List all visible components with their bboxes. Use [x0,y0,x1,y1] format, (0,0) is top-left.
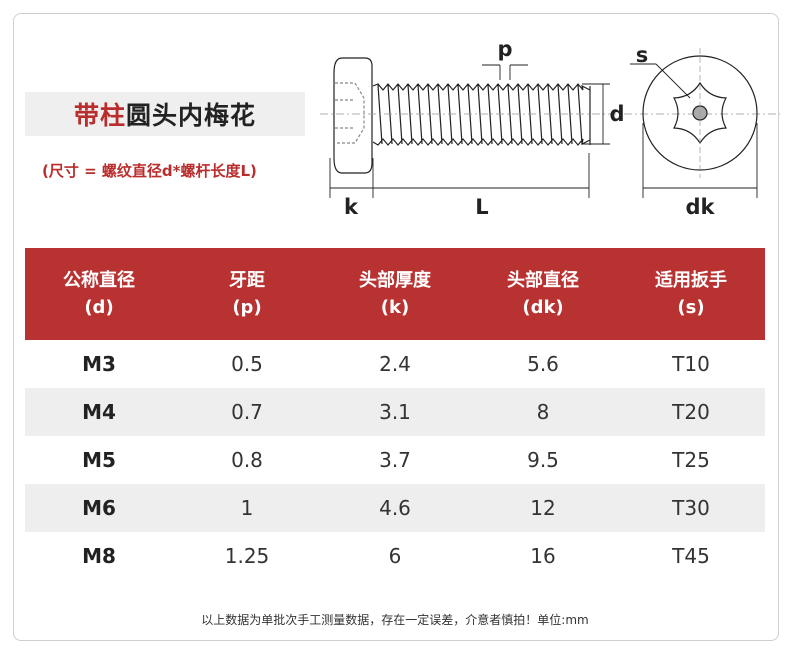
table-row: M6 1 4.6 12 T30 [25,484,765,532]
label-dk: dk [686,195,716,219]
screw-diagram: p d s k L dk [320,37,780,219]
table-cell: 0.7 [231,400,263,424]
table-row: M8 1.25 6 16 T45 [25,532,765,580]
label-p: p [497,37,512,61]
header-text: (s) [677,297,705,318]
spec-table: M3 0.5 2.4 5.6 T10 M4 0.7 3.1 8 T20 M5 0.8 3.7 9.5 T25… [25,340,765,580]
table-cell: 0.8 [231,448,263,472]
table-cell: T10 [672,352,710,376]
table-header: 公称直径 (d) 牙距 (p) 头部厚度 (k) 头部直径 (dk) 适用扳手 (s) [25,248,765,340]
header-text: 公称直径 [63,270,135,291]
table-cell: 8 [536,400,550,424]
label-k: k [344,195,359,219]
column-header: 牙距 (p) [173,248,321,340]
label-d: d [609,102,624,126]
table-cell: 2.4 [379,352,411,376]
table-cell: T25 [672,448,710,472]
table-cell: 1 [240,496,254,520]
screw-head-top-view [642,48,758,178]
header-text: (dk) [522,297,564,318]
table-row: M4 0.7 3.1 8 T20 [25,388,765,436]
header-text: 头部直径 [507,270,579,291]
column-header: 公称直径 (d) [25,248,173,340]
column-header: 适用扳手 (s) [617,248,765,340]
header-text: 头部厚度 [359,270,431,291]
table-cell: 4.6 [379,496,411,520]
label-s: s [636,43,649,67]
label-L: L [475,195,488,219]
product-title: 带柱 圆头内梅花 [25,92,305,136]
header-text: (k) [380,297,410,318]
table-cell: M8 [82,544,116,568]
table-cell: T45 [672,544,710,568]
table-row: M5 0.8 3.7 9.5 T25 [25,436,765,484]
table-cell: 3.1 [379,400,411,424]
header-text: (d) [84,297,114,318]
header-text: (p) [232,297,262,318]
table-cell: M6 [82,496,116,520]
table-cell: M3 [82,352,116,376]
card-border [13,13,779,641]
table-cell: T30 [672,496,710,520]
header-text: 适用扳手 [655,270,727,291]
column-header: 头部直径 (dk) [469,248,617,340]
footer-note: 以上数据为单批次手工测量数据，存在一定误差，介意者慎拍！单位:mm [201,613,589,627]
header-text: 牙距 [229,270,265,291]
table-cell: 3.7 [379,448,411,472]
table-cell: 6 [388,544,402,568]
table-cell: 5.6 [527,352,559,376]
dimension-lines [329,63,758,198]
table-cell: 1.25 [224,544,270,568]
title-red: 带柱 [73,101,126,130]
table-cell: M4 [82,400,116,424]
size-note: (尺寸 = 螺纹直径d*螺杆长度L) [42,162,257,180]
title-black: 圆头内梅花 [126,101,257,130]
table-row: M3 0.5 2.4 5.6 T10 [25,340,765,388]
table-cell: T20 [672,400,710,424]
column-header: 头部厚度 (k) [321,248,469,340]
table-cell: 0.5 [231,352,263,376]
table-cell: 12 [530,496,556,520]
screw-side-view [320,57,780,174]
table-cell: 9.5 [527,448,559,472]
table-cell: 16 [530,544,556,568]
table-cell: M5 [82,448,116,472]
